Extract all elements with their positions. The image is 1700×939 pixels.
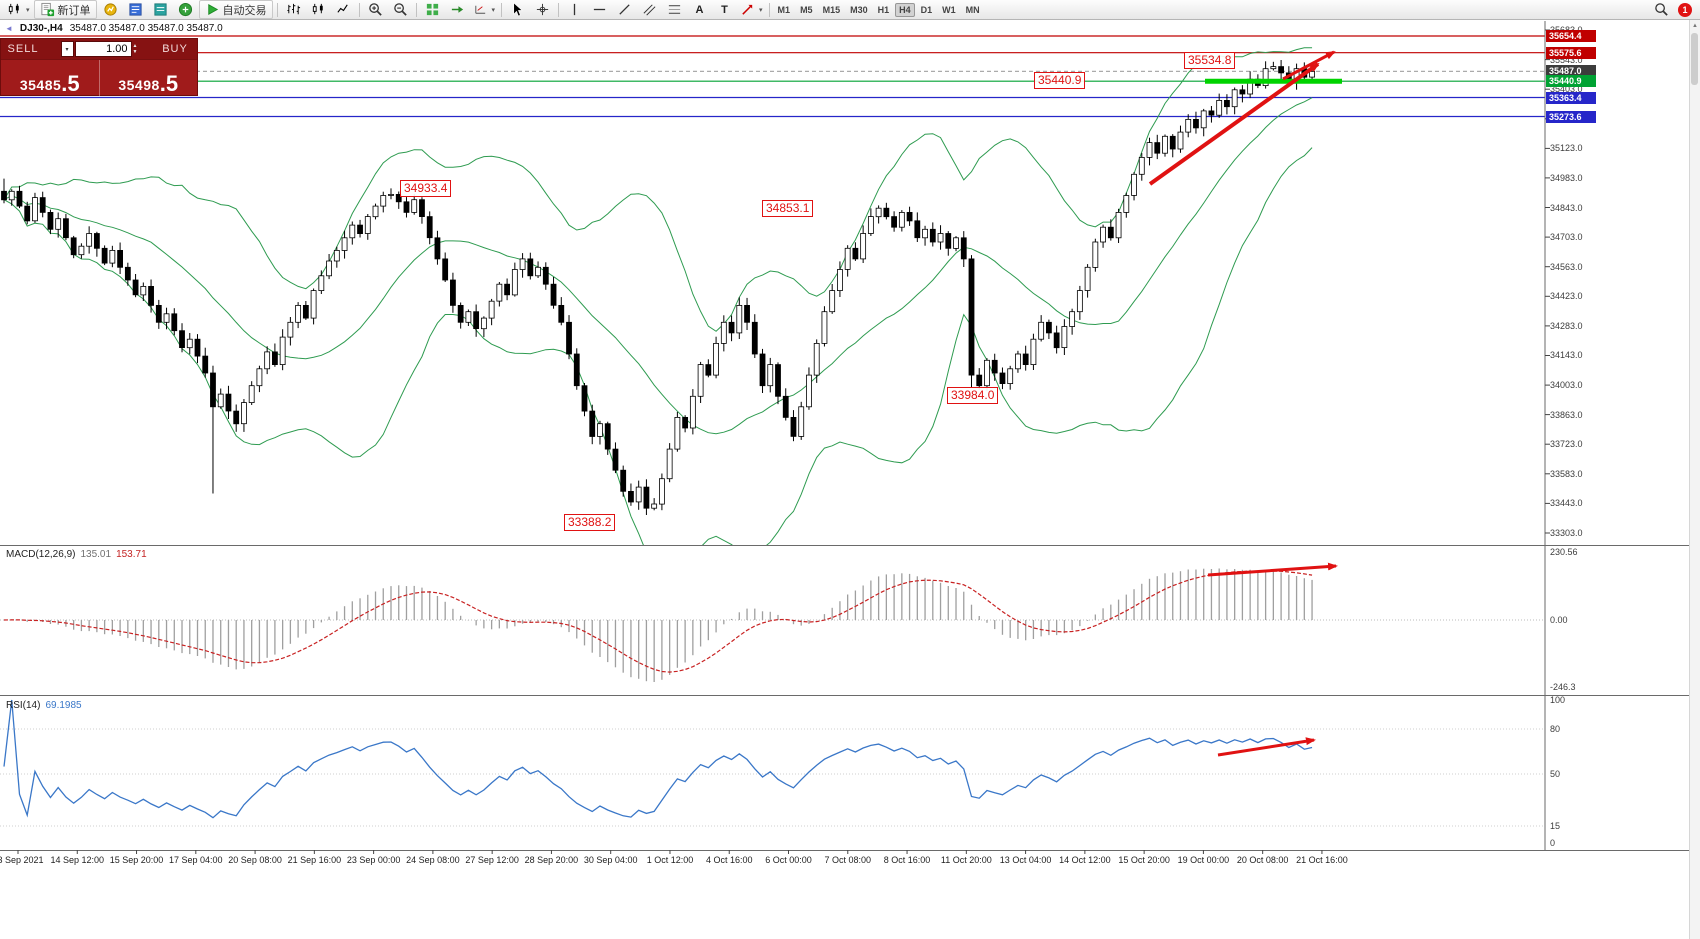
chevron-down-icon: ▾ — [759, 6, 763, 14]
chevron-down-icon: ▾ — [491, 6, 496, 14]
timeframe-m5[interactable]: M5 — [800, 4, 813, 15]
one-click-trading-panel: SELL ▾ 1.00 ▲ ▼ BUY 35485 .5 35498 .5 — [0, 38, 198, 96]
volume-down-icon[interactable]: ▼ — [132, 49, 138, 55]
volume-input[interactable]: 1.00 — [74, 41, 132, 57]
price-annotation[interactable]: 33388.2 — [564, 514, 616, 531]
crosshair-icon[interactable] — [531, 1, 554, 18]
volume-up-icon[interactable]: ▲ — [132, 43, 138, 49]
volume-stepper[interactable]: ▲ ▼ — [133, 43, 138, 55]
equidistant-channel-icon[interactable] — [638, 1, 661, 18]
timeframe-m15[interactable]: M15 — [822, 4, 841, 15]
timeframe-m30[interactable]: M30 — [850, 4, 868, 15]
toolbar-separator — [768, 2, 770, 17]
price-annotation[interactable]: 35440.9 — [1034, 72, 1086, 89]
search-icon[interactable] — [1650, 1, 1673, 18]
sell-price-main: 35485 — [19, 77, 62, 93]
zoom-out-icon[interactable] — [389, 1, 412, 18]
price-annotation[interactable]: 34853.1 — [762, 200, 814, 217]
bar-chart-icon[interactable] — [282, 1, 305, 18]
cursor-icon[interactable] — [506, 1, 529, 18]
toolbar-separator — [415, 2, 417, 17]
timeframe-mn[interactable]: MN — [965, 4, 980, 15]
volume-control: ▾ 1.00 ▲ ▼ — [45, 41, 153, 57]
trade-panel-prices: 35485 .5 35498 .5 — [1, 60, 197, 96]
vertical-line-icon[interactable] — [563, 1, 586, 18]
price-annotation[interactable]: 34933.4 — [400, 180, 452, 197]
text-tool-icon[interactable]: A — [695, 3, 704, 16]
data-window-icon[interactable] — [149, 1, 172, 18]
indicators-icon[interactable] — [99, 1, 122, 18]
vertical-scrollbar[interactable]: ▲ — [1689, 20, 1700, 939]
timeframe-toolbar: M1 M5 M15 M30 H1 H4 D1 W1 MN — [773, 2, 985, 17]
timeframe-h1[interactable]: H1 — [877, 4, 890, 15]
toolbar: ▾ 新订单 自动交易 ▾ A T ▾ M1 M5 M15 M30 H1 H4 D1 W1 MN 1 — [0, 0, 1700, 20]
buy-button[interactable]: BUY — [162, 43, 188, 55]
timeframe-m1[interactable]: M1 — [777, 4, 791, 15]
trendline-icon[interactable] — [613, 1, 636, 18]
buy-price[interactable]: 35498 .5 — [100, 60, 198, 96]
trade-panel-header: SELL ▾ 1.00 ▲ ▼ BUY — [1, 39, 197, 60]
notification-badge[interactable]: 1 — [1678, 2, 1692, 17]
tile-windows-icon[interactable] — [421, 1, 444, 18]
auto-scroll-icon[interactable] — [446, 1, 469, 18]
label-tool-icon[interactable]: T — [721, 3, 728, 16]
chart-type-icon[interactable]: ▾ — [5, 1, 32, 18]
chart-shift-icon[interactable]: ▾ — [471, 1, 498, 18]
buy-price-frac: .5 — [159, 71, 179, 96]
toolbar-separator — [501, 2, 503, 17]
candlestick-chart-icon[interactable] — [307, 1, 330, 18]
strategy-tester-icon[interactable] — [174, 1, 197, 18]
price-annotation[interactable]: 33984.0 — [947, 387, 999, 404]
buy-price-main: 35498 — [118, 77, 160, 93]
horizontal-line-icon[interactable] — [588, 1, 611, 18]
toolbar-left-group: ▾ 新订单 自动交易 ▾ A T ▾ — [4, 0, 773, 19]
fibonacci-icon[interactable] — [663, 1, 686, 18]
sell-price[interactable]: 35485 .5 — [1, 60, 99, 96]
arrows-tool-icon[interactable]: ▾ — [738, 1, 765, 18]
new-order-button[interactable]: 新订单 — [33, 0, 97, 19]
toolbar-separator — [358, 2, 360, 17]
toolbar-separator — [558, 2, 560, 17]
timeframe-h4[interactable]: H4 — [895, 2, 915, 17]
timeframe-w1[interactable]: W1 — [942, 4, 956, 15]
zoom-in-icon[interactable] — [364, 1, 387, 18]
line-chart-icon[interactable] — [332, 1, 355, 18]
chevron-down-icon: ▾ — [26, 6, 30, 14]
sell-button[interactable]: SELL — [7, 43, 39, 55]
trade-panel-divider — [98, 60, 100, 96]
autotrading-button[interactable]: 自动交易 — [198, 0, 273, 19]
market-watch-icon[interactable] — [124, 1, 147, 18]
scroll-up-icon[interactable]: ▲ — [1692, 22, 1698, 29]
toolbar-separator — [276, 2, 278, 17]
price-annotation[interactable]: 35534.8 — [1184, 52, 1236, 69]
timeframe-d1[interactable]: D1 — [920, 4, 933, 15]
volume-dropdown-icon[interactable]: ▾ — [60, 41, 74, 57]
scrollbar-thumb[interactable] — [1691, 33, 1698, 85]
sell-price-frac: .5 — [61, 71, 80, 96]
